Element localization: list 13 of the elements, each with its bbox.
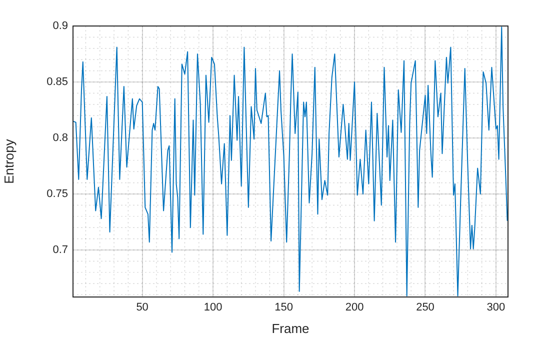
y-tick-label: 0.8 xyxy=(52,132,68,144)
x-axis-title: Frame xyxy=(272,320,310,336)
y-tick-label: 0.7 xyxy=(52,244,68,256)
x-tick-label: 250 xyxy=(416,302,434,314)
x-tick-label: 300 xyxy=(486,302,506,314)
y-tick-label: 0.9 xyxy=(52,20,68,32)
y-axis-title: Entropy xyxy=(1,138,16,184)
y-tick-label: 0.75 xyxy=(46,188,68,200)
x-tick-label: 150 xyxy=(274,302,293,314)
y-tick-label: 0.85 xyxy=(46,76,68,88)
x-tick-label: 200 xyxy=(345,302,364,314)
x-tick-label: 100 xyxy=(204,302,222,314)
x-tick-label: 50 xyxy=(136,302,148,314)
